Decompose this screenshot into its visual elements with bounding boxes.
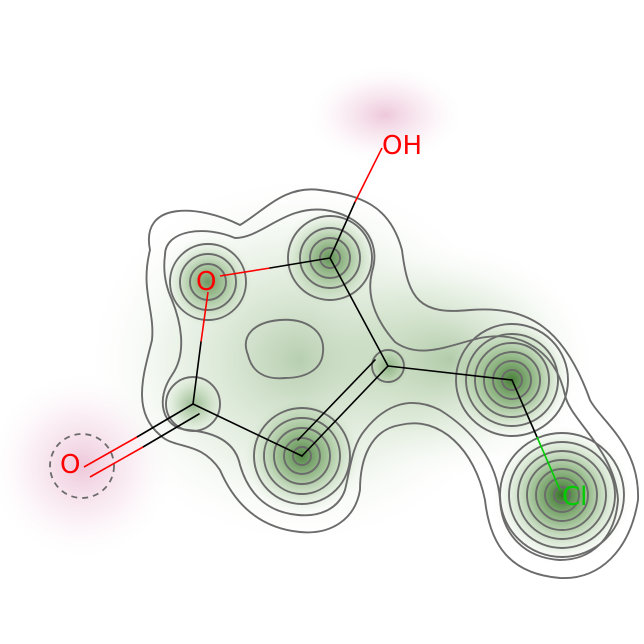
contour-atom <box>287 215 373 301</box>
bond-c-c-double <box>301 365 389 457</box>
contour-atom <box>492 360 532 400</box>
contour-atom <box>319 247 341 269</box>
contour-atom <box>499 432 625 558</box>
contour-atom <box>253 407 351 505</box>
contour-atom <box>299 227 361 289</box>
bond-c-o-double <box>83 436 138 468</box>
bonds <box>83 147 561 491</box>
contour-atom <box>517 450 607 540</box>
bond-c-o-double <box>142 413 200 448</box>
contour-atom <box>465 333 559 427</box>
bond-c-oh <box>354 147 383 203</box>
contour-atom <box>292 446 312 466</box>
contour-atom <box>263 417 341 495</box>
bond-o-c <box>269 257 331 269</box>
negative-density-region <box>305 65 465 165</box>
contour-atom <box>501 369 523 391</box>
bond-c-c-double <box>297 359 376 441</box>
bond-c-cl <box>511 379 538 438</box>
atom-label-ring-oxygen: O <box>196 267 216 297</box>
atom-labels: O OH O Cl <box>60 131 587 512</box>
contour-atom <box>483 351 541 409</box>
contour-atom <box>179 253 237 311</box>
bond-c-cl <box>536 436 561 491</box>
atom-label-chlorine: Cl <box>562 482 587 512</box>
bond-c-o-double <box>136 403 194 438</box>
atom-label-hydroxyl: OH <box>382 131 422 161</box>
contour-ring-hole <box>244 318 324 380</box>
atom-label-carbonyl-oxygen: O <box>60 450 80 480</box>
contour-atom <box>544 477 580 513</box>
contour-atom <box>508 441 616 549</box>
contour-atom <box>371 349 405 383</box>
contour-atom <box>273 427 331 485</box>
bond-c-c <box>192 403 303 457</box>
contour-atom <box>169 243 247 321</box>
bond-c-oh <box>329 201 356 259</box>
contour-atom <box>309 237 351 279</box>
contour-lines <box>49 188 639 579</box>
bond-o-c <box>192 341 202 405</box>
contour-atom <box>553 486 571 504</box>
bond-o-c <box>219 267 271 277</box>
negative-density-region <box>0 371 177 561</box>
contour-atom <box>535 468 589 522</box>
contour-atom <box>526 459 598 531</box>
contour-atom <box>165 376 221 432</box>
contour-negative <box>49 433 115 499</box>
bond-c-c <box>329 257 389 367</box>
contour-atom <box>189 263 227 301</box>
contour-outer <box>141 188 639 579</box>
contour-atom <box>455 323 569 437</box>
bond-o-c <box>200 291 209 343</box>
density-shading <box>0 65 634 567</box>
bond-c-c <box>387 365 513 381</box>
bond-c-o-double <box>89 446 144 478</box>
contour-atom <box>283 437 321 475</box>
contour-atom <box>474 342 550 418</box>
